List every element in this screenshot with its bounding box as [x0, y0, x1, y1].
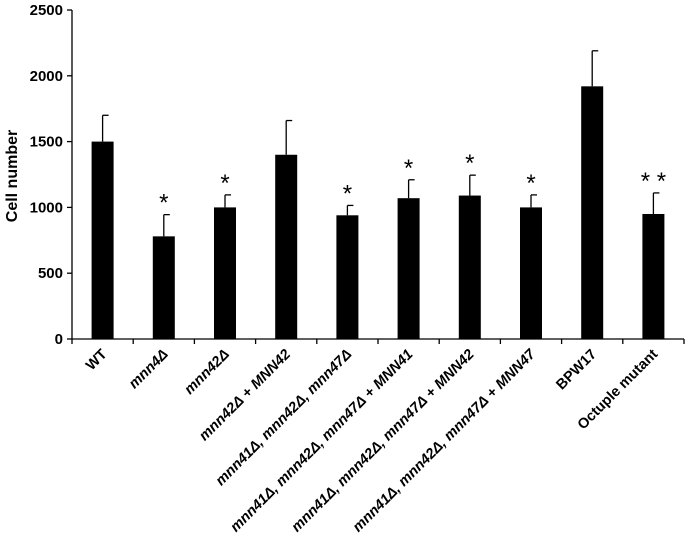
bar	[336, 215, 359, 339]
significance-marker: *	[526, 170, 535, 197]
significance-marker: *	[465, 150, 474, 177]
x-tick-label: mnn42Δ	[182, 346, 233, 397]
bar	[91, 141, 114, 339]
y-tick-label: 1000	[30, 199, 63, 216]
x-tick-label-part: MNN42	[432, 347, 478, 393]
y-tick-label: 1500	[30, 134, 63, 151]
y-tick-label: 2000	[30, 68, 63, 85]
bar	[581, 86, 604, 339]
x-tick-label-part: MNN42	[248, 347, 294, 393]
significance-marker: *	[343, 180, 352, 207]
y-tick-label: 0	[55, 331, 63, 348]
x-tick-label: mnn4Δ	[126, 346, 172, 392]
x-tick-label: WT	[83, 346, 110, 373]
x-tick-label-part: mnn42Δ	[182, 346, 233, 397]
x-tick-label-part: MNN47	[493, 346, 540, 393]
x-tick-label-part: mnn4Δ	[126, 346, 172, 392]
bar	[275, 154, 298, 339]
chart-axes: 0 500 1000 1500 2000 2500	[30, 2, 685, 348]
significance-marker: *	[159, 190, 168, 217]
bar	[152, 236, 175, 339]
significance-marker: *	[220, 170, 229, 197]
chart-bars: * * * * * * * *	[91, 50, 666, 339]
y-axis-label: Cell number	[4, 130, 21, 222]
bar	[458, 195, 481, 339]
bar	[642, 213, 665, 339]
significance-marker: *	[404, 155, 413, 182]
y-tick-label: 2500	[30, 2, 63, 19]
x-tick-label-part: MNN41	[370, 347, 416, 393]
bar	[397, 198, 420, 339]
y-tick-label: 500	[38, 265, 63, 282]
significance-marker: * *	[641, 168, 666, 195]
x-tick-label-part: WT	[83, 346, 110, 373]
bar	[520, 207, 542, 339]
bar	[214, 207, 236, 339]
x-tick-label: BPW17	[553, 347, 600, 394]
x-tick-label-part: BPW17	[553, 347, 600, 394]
x-tick-label-part: mnn42Δ	[196, 393, 247, 444]
